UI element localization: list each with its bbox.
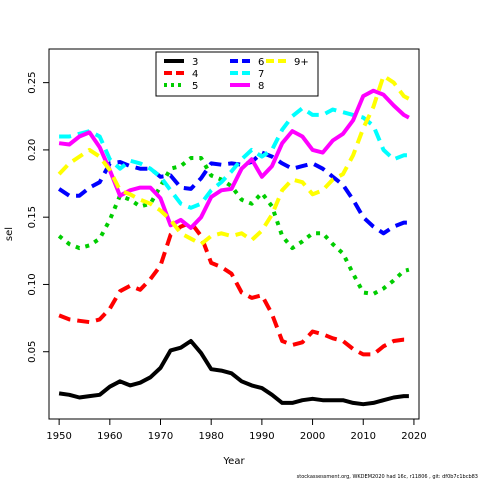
series-line-4 [58,220,409,357]
legend-label: 5 [192,81,198,92]
x-tick-label: 1970 [148,431,173,442]
y-tick-label: 0.15 [27,206,38,228]
x-tick-label: 1980 [198,431,223,442]
y-tick-label: 0.20 [27,139,38,161]
x-tick-label: 1990 [249,431,274,442]
footnote: stockassessment.org, WKDEM2020 had 16c, … [297,474,478,480]
y-axis: 0.05 0.10 0.15 0.20 0.25 [27,72,49,363]
legend-label: 7 [258,69,264,80]
x-tick-label: 2000 [300,431,325,442]
legend-label: 9+ [294,57,309,68]
x-tick-label: 1950 [46,431,71,442]
series-line-3 [58,339,409,407]
x-tick-label: 2020 [401,431,426,442]
series-line-5 [57,156,410,296]
legend-label: 8 [258,81,264,92]
series-line-9plus [57,73,410,247]
y-axis-title: sel [4,227,15,241]
legend-label: 4 [192,69,198,80]
series-line-6 [57,150,409,236]
x-tick-label: 1960 [97,431,122,442]
series-layer [57,73,410,407]
y-tick-label: 0.25 [27,72,38,94]
series-line-7 [59,106,409,210]
legend-label: 3 [192,57,198,68]
legend: 345 678 9+ [155,51,319,97]
plot-frame [48,48,420,420]
x-axis-title: Year [222,456,245,467]
y-tick-label: 0.05 [27,341,38,363]
x-tick-label: 2010 [351,431,376,442]
legend-label: 6 [258,57,264,68]
series-line-8 [58,88,410,230]
y-tick-label: 0.10 [27,273,38,295]
x-axis: 1950 1960 1970 1980 1990 2000 2010 2020 [46,419,427,442]
